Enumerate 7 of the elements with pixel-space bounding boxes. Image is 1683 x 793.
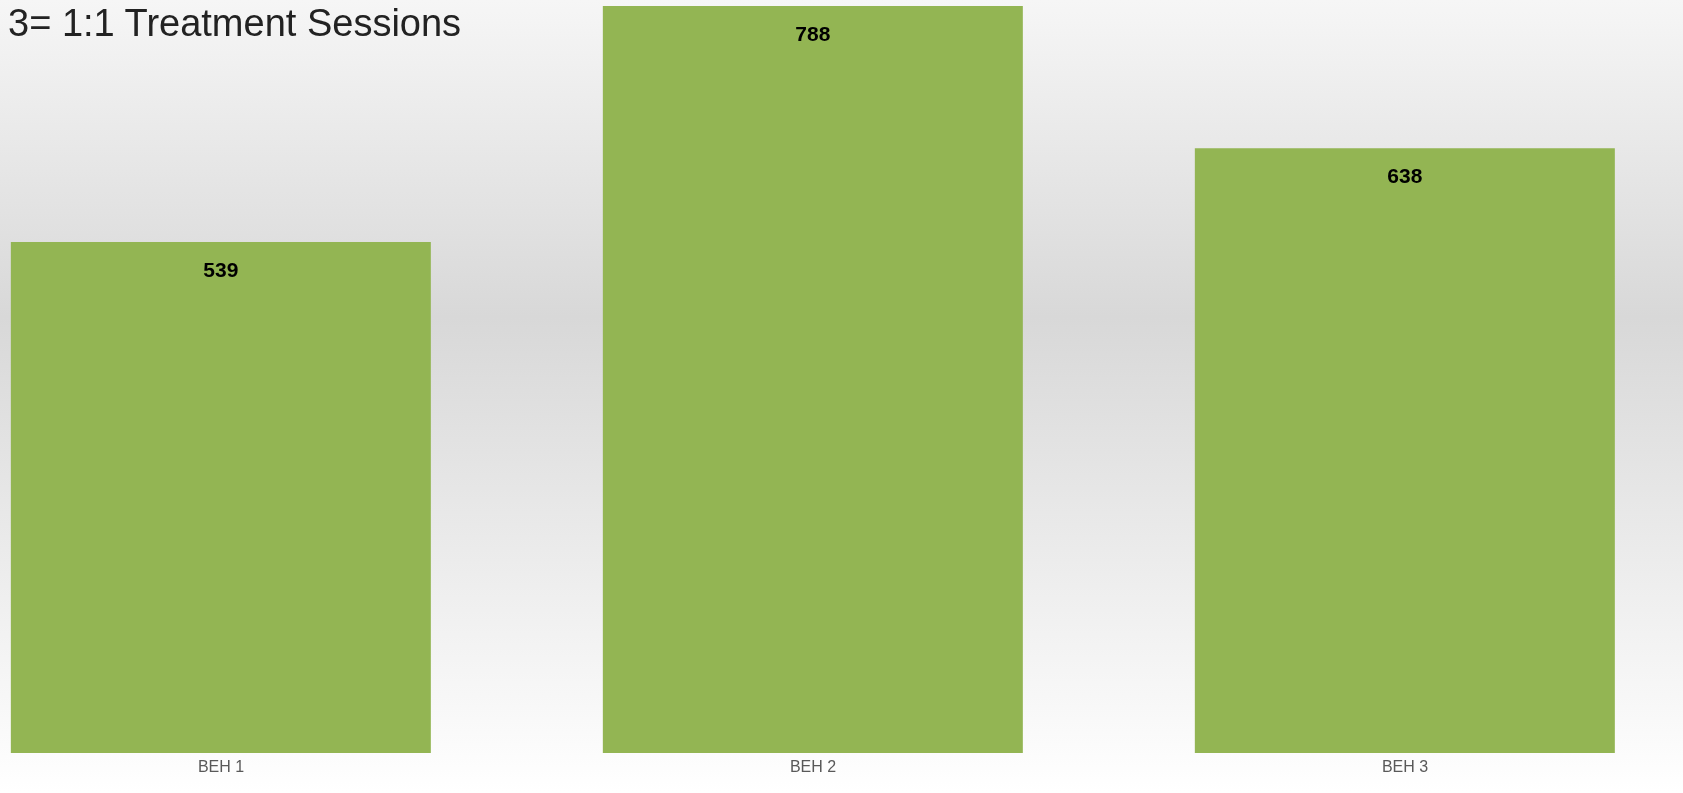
x-tick-label: BEH 2 bbox=[789, 758, 837, 776]
x-tick-label: BEH 1 bbox=[197, 758, 245, 776]
x-tick-label: BEH 3 bbox=[1381, 758, 1429, 776]
data-label: 638 bbox=[1387, 164, 1423, 188]
chart-title: 3= 1:1 Treatment Sessions bbox=[8, 2, 462, 45]
data-label: 788 bbox=[795, 21, 831, 45]
data-label: 539 bbox=[203, 257, 239, 281]
